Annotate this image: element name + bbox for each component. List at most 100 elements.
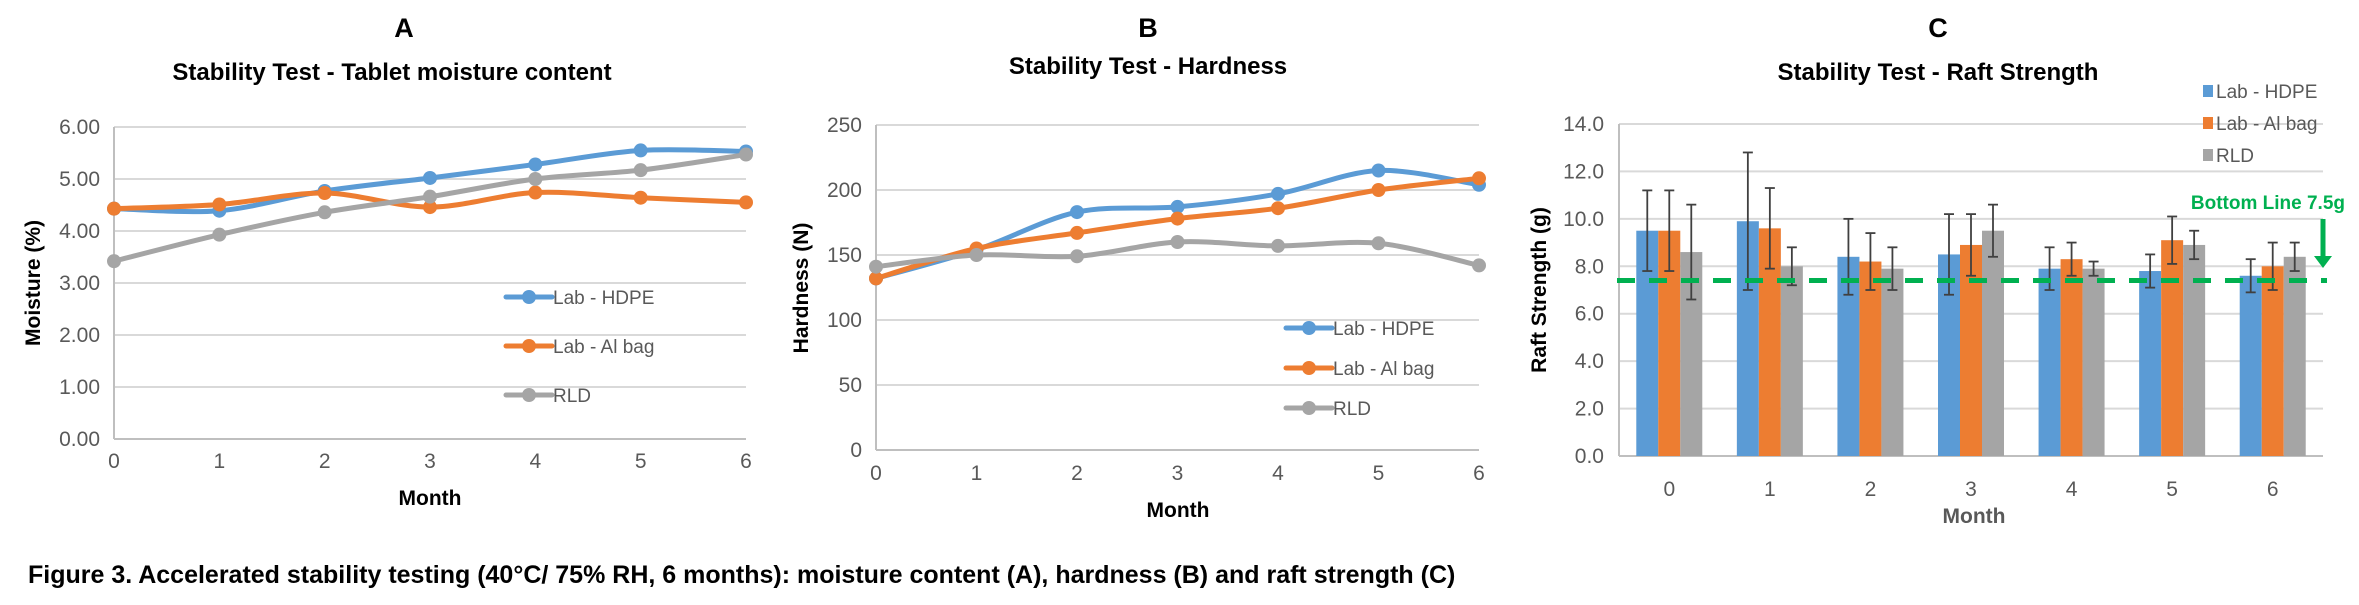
gridlines-b [875, 124, 1479, 451]
panel-letter-c: C [1928, 13, 1948, 43]
y-tick-label: 6.00 [59, 116, 100, 139]
y-tick-label: 0 [850, 439, 862, 462]
bar [1982, 230, 2004, 456]
data-point [1271, 186, 1285, 201]
legend-swatch [2203, 149, 2213, 161]
y-tick-label: 2.0 [1575, 398, 1604, 421]
y-tick-label: 12.0 [1563, 160, 1604, 183]
data-point [1271, 238, 1285, 253]
panel-b: B Stability Test - Hardness 050100150200… [790, 13, 1486, 522]
x-tick-label: 3 [424, 450, 436, 473]
x-tick-label: 0 [870, 462, 882, 485]
bar [2261, 266, 2284, 456]
x-tick-label: 6 [2267, 478, 2279, 501]
legend-swatch [2203, 85, 2213, 97]
bar [1938, 254, 1960, 456]
chart-title-b: Stability Test - Hardness [1009, 53, 1287, 80]
y-ticks-b: 0 50 100 150 200 250 [827, 114, 862, 462]
bar [1636, 230, 1659, 456]
y-ticks-a: 0.00 1.00 2.00 3.00 4.00 5.00 6.00 [59, 116, 100, 451]
legend-label: Lab - Al bag [2216, 114, 2317, 135]
legend-label: RLD [2216, 146, 2254, 167]
y-tick-label: 100 [827, 309, 862, 332]
data-point [1170, 199, 1185, 214]
arrow-down-icon [2314, 256, 2332, 268]
x-tick-label: 1 [213, 450, 225, 473]
panel-letter-b: B [1138, 13, 1158, 43]
data-point [212, 197, 227, 212]
legend-a: Lab - HDPE Lab - Al bag RLD [503, 288, 654, 407]
y-tick-label: 250 [827, 114, 862, 137]
legend-label: Lab - Al bag [553, 337, 654, 358]
bar [2082, 268, 2105, 456]
bottom-line-label: Bottom Line 7.5g [2191, 193, 2345, 214]
x-axis-title-a: Month [399, 487, 462, 510]
data-point [1170, 211, 1185, 226]
data-point [212, 227, 227, 242]
legend-b: Lab - HDPE Lab - Al bag RLD [1283, 319, 1434, 420]
x-ticks-b: 0 1 2 3 4 5 6 [870, 462, 1485, 485]
x-ticks-a: 0 1 2 3 4 5 6 [108, 450, 752, 473]
x-tick-label: 0 [108, 450, 120, 473]
data-point [1371, 236, 1386, 251]
y-tick-label: 5.00 [59, 168, 100, 191]
y-tick-label: 200 [827, 179, 862, 202]
legend-swatch [2203, 117, 2213, 129]
bar [1780, 266, 1803, 456]
legend-marker [1302, 401, 1316, 415]
legend-label: RLD [1333, 399, 1371, 420]
y-tick-label: 4.00 [59, 220, 100, 243]
x-tick-label: 6 [1473, 462, 1485, 485]
legend-label: Lab - HDPE [1333, 319, 1434, 340]
x-tick-label: 4 [1272, 462, 1284, 485]
data-point [528, 157, 543, 172]
legend-marker [1302, 321, 1316, 335]
data-point [739, 195, 753, 210]
x-tick-label: 5 [1373, 462, 1385, 485]
data-point [317, 186, 332, 201]
data-point [1371, 183, 1386, 197]
y-tick-label: 0.0 [1575, 445, 1604, 468]
bar [1658, 230, 1681, 456]
legend-label: Lab - HDPE [553, 288, 654, 309]
bar [1881, 268, 1904, 456]
legend-label: Lab - Al bag [1333, 359, 1434, 380]
data-point [633, 190, 648, 205]
bar [2038, 268, 2061, 456]
data-point [1070, 225, 1084, 240]
legend-label: RLD [553, 386, 591, 407]
data-point [107, 254, 121, 269]
chart-title-c: Stability Test - Raft Strength [1778, 59, 2099, 86]
bar [1758, 228, 1781, 456]
panel-letter-a: A [394, 13, 414, 43]
data-point [1472, 171, 1486, 186]
data-point [633, 143, 648, 158]
x-tick-label: 1 [1764, 478, 1776, 501]
x-tick-label: 2 [1071, 462, 1083, 485]
bar [1837, 256, 1860, 456]
y-axis-title-c: Raft Strength (g) [1528, 207, 1551, 373]
data-point [1070, 205, 1084, 220]
chart-title-a: Stability Test - Tablet moisture content [172, 59, 611, 86]
y-tick-label: 2.00 [59, 324, 100, 347]
x-tick-label: 3 [1965, 478, 1977, 501]
x-tick-label: 4 [529, 450, 541, 473]
x-tick-label: 1 [971, 462, 983, 485]
y-axis-title-a: Moisture (%) [22, 220, 45, 346]
y-tick-label: 1.00 [59, 376, 100, 399]
bar [2060, 259, 2083, 456]
data-point [1170, 235, 1185, 249]
x-tick-label: 2 [1865, 478, 1877, 501]
bar [2239, 275, 2262, 456]
data-point [1070, 249, 1084, 264]
x-axis-title-c: Month [1943, 505, 2006, 528]
data-point [317, 205, 332, 220]
legend-marker [522, 290, 536, 304]
panel-c: C Stability Test - Raft Strength 0.0 2.0 4… [1528, 13, 2345, 528]
bar [2183, 244, 2206, 456]
series-b [869, 163, 1486, 286]
data-point [869, 259, 883, 274]
y-tick-label: 3.00 [59, 272, 100, 295]
data-point [869, 271, 883, 286]
